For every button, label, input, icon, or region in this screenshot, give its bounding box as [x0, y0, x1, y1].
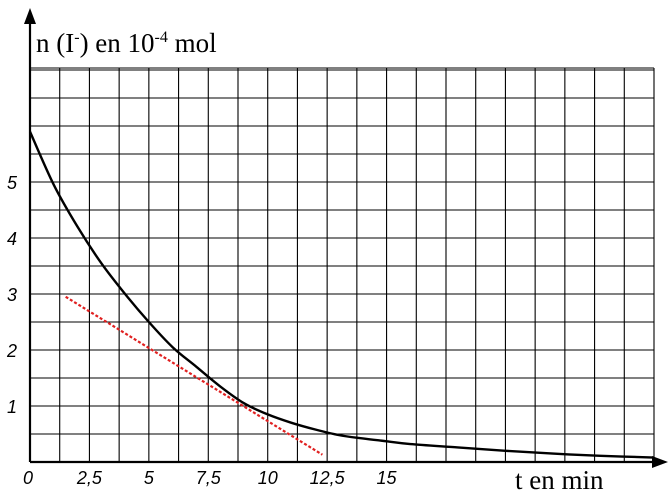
- axes: [24, 8, 668, 468]
- y-tick-label: 3: [7, 285, 17, 305]
- series-curve: [28, 131, 655, 459]
- y-axis-arrow: [24, 8, 36, 24]
- y-axis-title: n (I-) en 10-4 mol: [36, 28, 217, 58]
- y-tick-label: 5: [7, 173, 18, 193]
- y-tick-label: 2: [6, 341, 17, 361]
- y-axis-title-sup1: -: [74, 29, 79, 46]
- y-axis-title-suffix: mol: [168, 28, 217, 58]
- x-tick-label: 15: [377, 468, 398, 488]
- x-axis-title: t en min: [515, 465, 604, 491]
- grid: [30, 67, 655, 462]
- tick-labels: 1 2 3 4 5 0 2,5 5 7,5 10 12,5 15: [6, 173, 398, 488]
- series-layer: [28, 131, 655, 459]
- y-tick-label: 4: [7, 229, 17, 249]
- x-tick-label: 10: [258, 468, 278, 488]
- y-axis-title-middle: ) en 10: [80, 28, 155, 58]
- x-axis-arrow: [652, 456, 668, 468]
- y-axis-title-sup2: -4: [155, 29, 168, 46]
- x-tick-label: 0: [23, 468, 33, 488]
- x-tick-label: 12,5: [310, 468, 346, 488]
- x-tick-label: 5: [144, 468, 155, 488]
- x-tick-label: 7,5: [196, 468, 222, 488]
- y-axis-title-prefix: n (I: [36, 28, 74, 58]
- x-tick-label: 2,5: [76, 468, 103, 488]
- y-tick-label: 1: [7, 397, 17, 417]
- tangent-line: [65, 295, 323, 456]
